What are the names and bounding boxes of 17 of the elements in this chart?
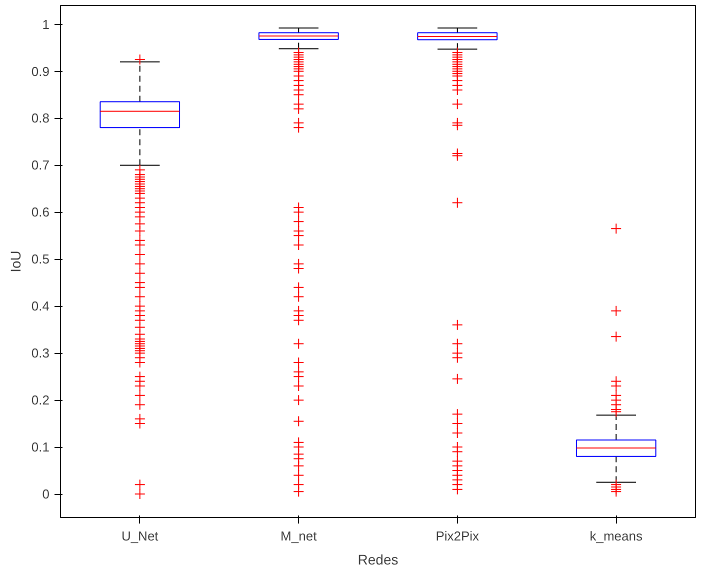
y-tick-label: 0.5 — [31, 252, 50, 267]
y-tick-label: 0.8 — [31, 110, 50, 126]
y-tick-label: 0 — [42, 486, 50, 502]
x-tick-label: U_Net — [121, 528, 159, 544]
y-axis-title: IoU — [7, 250, 24, 272]
y-tick-label: 0.4 — [31, 298, 50, 314]
x-tick-label: Pix2Pix — [436, 528, 480, 544]
y-tick-label: 0.7 — [31, 158, 50, 173]
y-tick-label: 0.2 — [31, 392, 50, 408]
y-tick-label: 0.3 — [31, 346, 50, 361]
x-tick-label: k_means — [590, 528, 643, 544]
y-tick-label: 0.6 — [31, 204, 50, 220]
x-axis-title: Redes — [358, 552, 398, 568]
y-tick-label: 0.1 — [31, 440, 50, 455]
x-tick-label: M_net — [280, 528, 318, 544]
y-tick-label: 1 — [42, 16, 50, 32]
y-tick-label: 0.9 — [31, 64, 50, 79]
